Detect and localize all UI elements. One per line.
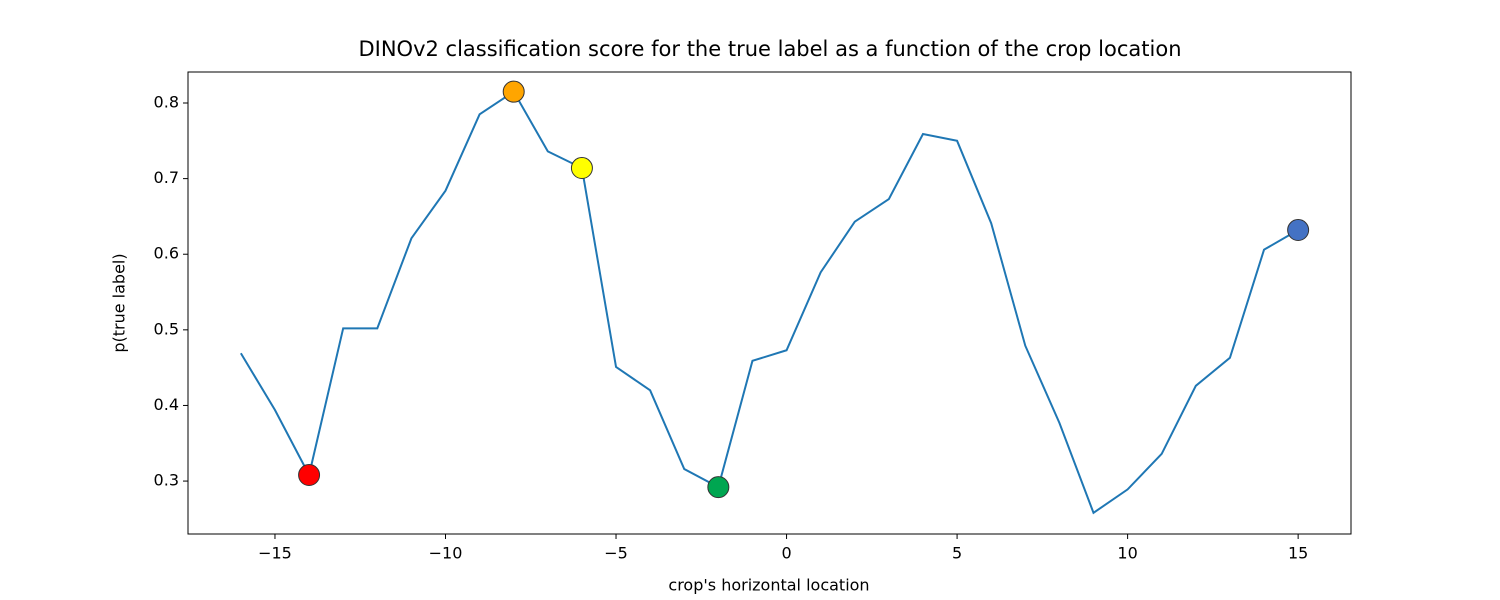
x-tick-label: 0 <box>781 544 791 563</box>
x-tick-label: −10 <box>429 544 463 563</box>
y-tick-label: 0.6 <box>154 244 179 263</box>
x-axis-label: crop's horizontal location <box>668 576 869 595</box>
data-line <box>240 90 1299 515</box>
y-tick-label: 0.5 <box>154 319 179 338</box>
y-tick-label: 0.4 <box>154 395 179 414</box>
highlight-marker <box>1287 219 1310 242</box>
highlight-marker <box>707 476 730 499</box>
y-tick-label: 0.3 <box>154 471 179 490</box>
chart-title: DINOv2 classification score for the true… <box>358 37 1181 61</box>
x-tick-label: −5 <box>604 544 628 563</box>
plot-frame <box>187 71 1352 535</box>
y-tick-label: 0.8 <box>154 93 179 112</box>
x-tick-label: −15 <box>258 544 292 563</box>
y-tick-label: 0.7 <box>154 168 179 187</box>
x-tick-label: 15 <box>1288 544 1308 563</box>
highlight-marker <box>502 80 525 103</box>
highlight-marker <box>570 157 593 180</box>
y-axis-label: p(true label) <box>110 253 129 352</box>
highlight-marker <box>298 464 321 487</box>
x-tick-label: 5 <box>952 544 962 563</box>
x-tick-label: 10 <box>1117 544 1137 563</box>
